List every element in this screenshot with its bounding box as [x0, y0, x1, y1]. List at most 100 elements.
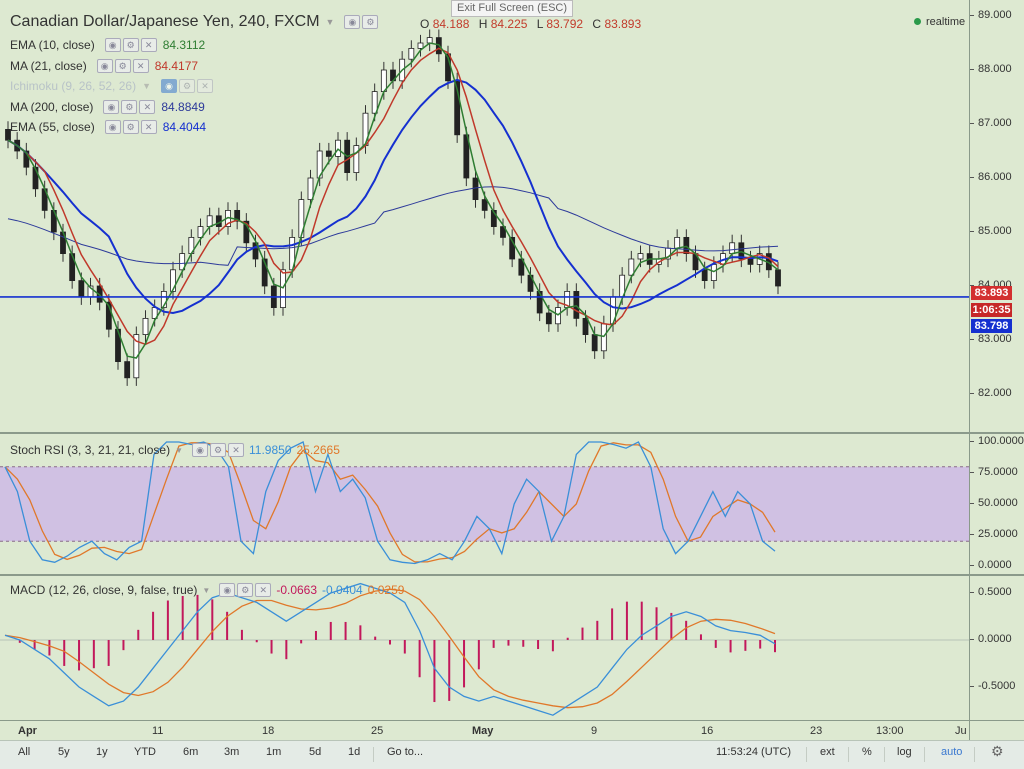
stoch-d-line	[4, 442, 776, 563]
stoch-rsi-chart[interactable]	[0, 434, 969, 574]
close-icon[interactable]: ✕	[197, 79, 213, 94]
price-tick: 88.000	[970, 63, 1012, 75]
range-1y-button[interactable]: 1y	[96, 746, 108, 758]
high-label: H	[478, 17, 488, 31]
candle-body	[701, 269, 708, 281]
range-1d-button[interactable]: 1d	[348, 746, 361, 758]
price-axis[interactable]: 89.000 88.000 87.000 86.000 85.000 84.000 83.0…	[969, 0, 1024, 432]
range-ytd-button[interactable]: YTD	[134, 746, 156, 758]
chevron-down-icon[interactable]: ▼	[175, 445, 183, 455]
open-value: 84.188	[432, 17, 470, 31]
indicator-row-ma21[interactable]: MA (21, close) ◉ ⚙ ✕ 84.4177	[10, 56, 213, 77]
chevron-down-icon[interactable]: ▼	[325, 17, 335, 27]
eye-icon[interactable]: ◉	[103, 99, 120, 114]
eye-icon[interactable]: ◉	[104, 120, 121, 135]
ohlc-readout: O 84.188 H 84.225 L 83.792 C 83.893	[420, 17, 647, 31]
time-tick: 11	[152, 725, 164, 737]
symbol-title[interactable]: Canadian Dollar/Japanese Yen, 240, FXCM	[10, 13, 320, 30]
ext-toggle[interactable]: ext	[820, 746, 835, 758]
candle-body	[555, 307, 561, 325]
range-5y-button[interactable]: 5y	[58, 746, 70, 758]
settings-icon[interactable]: ⚙	[122, 120, 139, 135]
eye-hidden-icon[interactable]: ◉	[161, 79, 177, 94]
range-1m-button[interactable]: 1m	[266, 746, 282, 758]
goto-button[interactable]: Go to...	[387, 746, 424, 758]
macd-axis[interactable]: 0.5000 0.0000 -0.5000	[969, 576, 1024, 720]
ma200-line	[7, 186, 779, 266]
price-tick: 86.000	[970, 171, 1012, 183]
pane-separator[interactable]	[0, 432, 1024, 434]
range-5d-button[interactable]: 5d	[309, 746, 322, 758]
settings-icon[interactable]: ⚙	[122, 38, 139, 53]
clock[interactable]: 11:53:24 (UTC)	[716, 746, 791, 758]
exit-fullscreen-tooltip[interactable]: Exit Full Screen (ESC)	[451, 0, 574, 17]
stoch-axis[interactable]: 100.0000 75.0000 50.0000 25.0000 0.0000	[969, 434, 1024, 574]
gear-icon[interactable]: ⚙	[991, 743, 1004, 759]
chevron-down-icon[interactable]: ▼	[202, 585, 211, 595]
time-tick: 18	[262, 725, 275, 737]
candle-body	[417, 42, 424, 49]
settings-icon[interactable]: ⚙	[114, 58, 131, 73]
macd-chart[interactable]	[0, 576, 969, 720]
close-icon[interactable]: ✕	[255, 583, 272, 597]
stoch-tick: 25.0000	[970, 528, 1018, 540]
candle-body	[490, 209, 497, 227]
indicator-row-ichimoku[interactable]: Ichimoku (9, 26, 52, 26) ▼ ◉ ⚙ ✕	[10, 76, 213, 97]
candle-body	[408, 48, 415, 60]
main-price-pane[interactable]	[0, 0, 969, 432]
auto-toggle[interactable]: auto	[941, 746, 963, 758]
indicator-row-ema10[interactable]: EMA (10, close) ◉ ⚙ ✕ 84.3112	[10, 35, 213, 56]
macd-tick: 0.5000	[970, 586, 1012, 598]
close-icon[interactable]: ✕	[140, 120, 157, 135]
close-value: 83.893	[604, 17, 642, 31]
eye-icon[interactable]: ◉	[104, 38, 121, 53]
eye-icon[interactable]: ◉	[192, 443, 208, 457]
macd-line	[4, 582, 776, 716]
hline-price-badge: 83.798	[971, 319, 1012, 333]
macd-tick: 0.0000	[970, 633, 1012, 645]
chevron-down-icon[interactable]: ▼	[142, 81, 151, 92]
candle-body	[206, 215, 213, 228]
close-icon[interactable]: ✕	[132, 58, 149, 73]
time-axis[interactable]: Apr 11 18 25 May 9 16 23 13:00 Ju	[0, 720, 969, 741]
ema10-line	[7, 42, 779, 359]
percent-toggle[interactable]: %	[862, 746, 872, 758]
pane-separator[interactable]	[0, 574, 1024, 576]
indicator-row-ema55[interactable]: EMA (55, close) ◉ ⚙ ✕ 84.4044	[10, 117, 213, 138]
settings-icon[interactable]: ⚙	[237, 583, 254, 597]
close-icon[interactable]: ✕	[139, 99, 156, 114]
high-value: 84.225	[490, 17, 528, 31]
eye-icon[interactable]: ◉	[344, 15, 361, 29]
candle-body	[472, 177, 479, 201]
settings-icon[interactable]: ⚙	[179, 79, 195, 94]
settings-icon[interactable]: ⚙	[210, 443, 226, 457]
stoch-label[interactable]: Stoch RSI (3, 3, 21, 21, close)	[10, 443, 171, 457]
price-chart[interactable]	[0, 0, 969, 432]
macd-pane[interactable]	[0, 576, 969, 720]
candle-body	[78, 280, 85, 298]
time-tick: 25	[371, 725, 384, 737]
indicator-row-ma200[interactable]: MA (200, close) ◉ ⚙ ✕ 84.8849	[10, 97, 213, 118]
settings-icon[interactable]: ⚙	[362, 15, 379, 29]
ma21-line	[7, 47, 779, 346]
settings-icon[interactable]: ⚙	[121, 99, 138, 114]
candle-body	[628, 258, 635, 276]
close-icon[interactable]: ✕	[140, 38, 157, 53]
candle-body	[243, 220, 250, 244]
close-icon[interactable]: ✕	[228, 443, 244, 457]
time-tick: 9	[591, 725, 598, 737]
stoch-rsi-pane[interactable]	[0, 434, 969, 574]
chart-title: Canadian Dollar/Japanese Yen, 240, FXCM …	[10, 13, 379, 31]
candle-body	[600, 323, 607, 352]
log-toggle[interactable]: log	[897, 746, 912, 758]
candle-body	[573, 290, 580, 319]
range-6m-button[interactable]: 6m	[183, 746, 199, 758]
range-3m-button[interactable]: 3m	[224, 746, 240, 758]
indicator-label: EMA (10, close)	[10, 38, 95, 53]
macd-label[interactable]: MACD (12, 26, close, 9, false, true)	[10, 583, 198, 597]
range-all-button[interactable]: All	[18, 746, 31, 758]
eye-icon[interactable]: ◉	[96, 58, 113, 73]
macd-signal-value: 0.0259	[367, 583, 405, 597]
eye-icon[interactable]: ◉	[219, 583, 236, 597]
candle-body	[500, 226, 506, 238]
